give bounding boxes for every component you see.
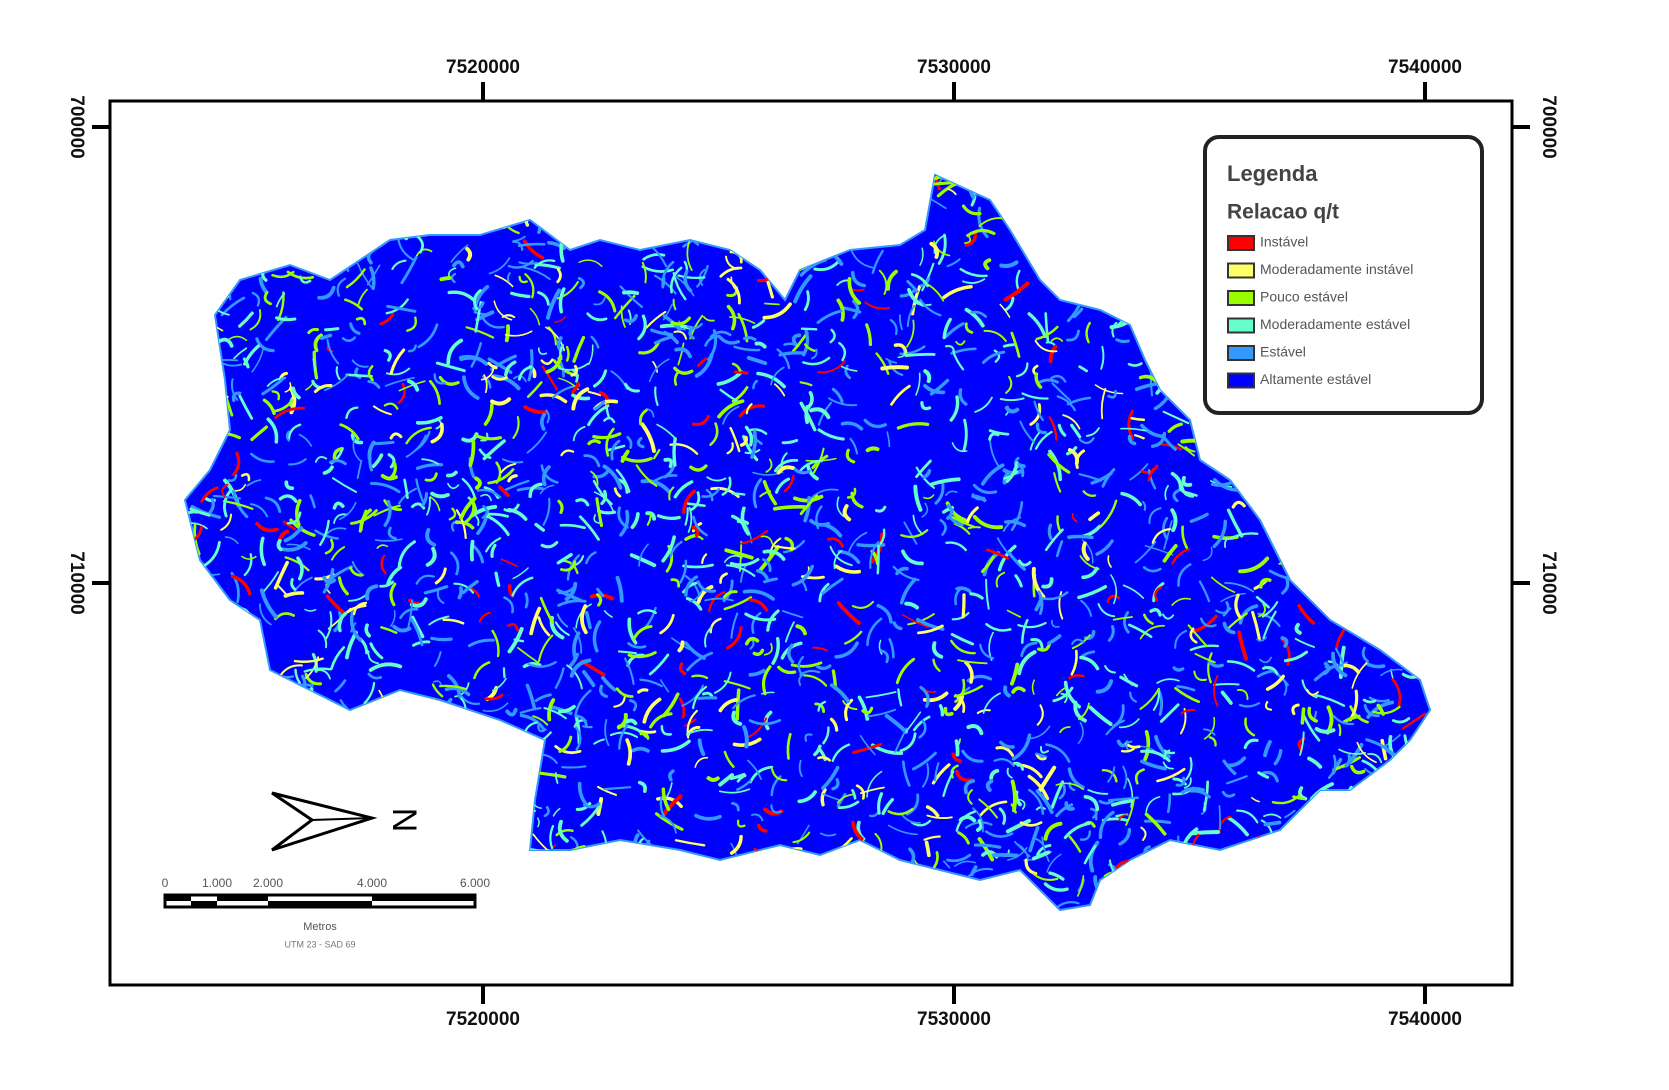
terrain-stroke [1049,525,1051,538]
terrain-stroke [868,448,878,450]
terrain-stroke [370,457,372,470]
terrain-stroke [963,595,964,617]
terrain-stroke [732,493,744,494]
legend-swatch [1228,291,1254,305]
terrain-stroke [858,545,884,546]
terrain-stroke [1192,832,1218,833]
scale-bar-segment [268,901,372,907]
terrain-stroke [562,766,585,767]
terrain-stroke [1013,782,1015,811]
terrain-stroke [1146,821,1170,822]
terrain-stroke [802,329,816,330]
terrain-stroke [432,638,451,639]
x-coordinate-label: 7530000 [917,57,991,78]
scale-unit: Metros [303,921,337,933]
scale-label: 1.000 [202,876,232,890]
x-coordinate-label: 7520000 [446,1009,520,1030]
terrain-stroke [882,367,907,368]
terrain-stroke [1220,806,1221,829]
scale-bar-segment [165,895,191,901]
terrain-stroke [1265,823,1279,825]
terrain-stroke [459,588,461,598]
terrain-stroke [507,326,508,340]
terrain-stroke [526,594,527,607]
scale-label: 6.000 [460,876,490,890]
terrain-stroke [1004,345,1013,347]
terrain-stroke [1117,340,1128,342]
terrain-stroke [277,318,295,320]
scale-bar-segment [191,901,217,907]
legend-subtitle: Relacao q/t [1227,201,1339,224]
terrain-stroke [326,329,338,330]
legend-label: Estável [1260,344,1306,360]
scale-label: 4.000 [357,876,387,890]
terrain-stroke [780,353,804,355]
terrain-stroke [441,278,449,279]
terrain-stroke [1339,725,1340,735]
map-page: 7520000 7520000 7530000 7530000 7540000 75400… [0,0,1669,1090]
terrain-stroke [765,304,779,305]
terrain-stroke [375,442,394,443]
legend-swatch [1228,346,1254,360]
terrain-stroke [347,375,372,377]
terrain-stroke [504,668,505,677]
terrain-stroke [735,372,747,373]
terrain-stroke [674,439,675,465]
scale-label: 2.000 [253,876,283,890]
terrain-stroke [1302,709,1303,723]
legend-label: Altamente estável [1260,371,1371,387]
terrain-stroke [663,277,664,286]
legend-label: Instável [1260,234,1308,250]
legend-label: Pouco estável [1260,289,1348,305]
terrain-stroke [775,507,805,509]
terrain-stroke [583,726,591,727]
y-coordinate-label: 710000 [1538,551,1559,614]
legend-swatch [1228,374,1254,388]
legend-swatch [1228,264,1254,278]
x-coordinate-label: 7520000 [446,57,520,78]
terrain-stroke [941,706,943,715]
terrain-stroke [878,546,879,574]
terrain-stroke [599,511,615,513]
legend-label: Moderadamente estável [1260,316,1410,332]
scale-projection: UTM 23 - SAD 69 [284,939,355,949]
terrain-stroke [1214,684,1239,685]
terrain-stroke [567,347,568,360]
y-coordinate-label: 710000 [66,551,87,614]
terrain-stroke [461,358,477,359]
x-coordinate-label: 7530000 [917,1009,991,1030]
scale-bar-segment [372,895,475,901]
legend-label: Moderadamente instável [1260,261,1413,277]
terrain-stroke [1132,418,1144,420]
x-coordinate-label: 7540000 [1388,1009,1462,1030]
terrain-stroke [699,698,716,699]
terrain-stroke [957,741,958,754]
terrain-stroke [906,354,934,355]
terrain-stroke [994,855,1017,856]
north-label: N [385,808,423,833]
terrain-stroke [709,778,718,780]
terrain-stroke [472,542,473,560]
terrain-stroke [1069,536,1092,537]
scale-label: 0 [162,876,169,890]
x-coordinate-label: 7540000 [1388,57,1462,78]
terrain-stroke [927,843,929,856]
scale-bar-segment [217,895,268,901]
terrain-stroke [624,292,637,293]
legend-swatch [1228,319,1254,333]
legend-swatch [1228,236,1254,250]
y-coordinate-label: 700000 [1538,95,1559,158]
legend-title: Legenda [1227,161,1318,186]
legend: Legenda Relacao q/t Instável Moderadament… [1205,137,1482,413]
y-coordinate-label: 700000 [66,95,87,158]
